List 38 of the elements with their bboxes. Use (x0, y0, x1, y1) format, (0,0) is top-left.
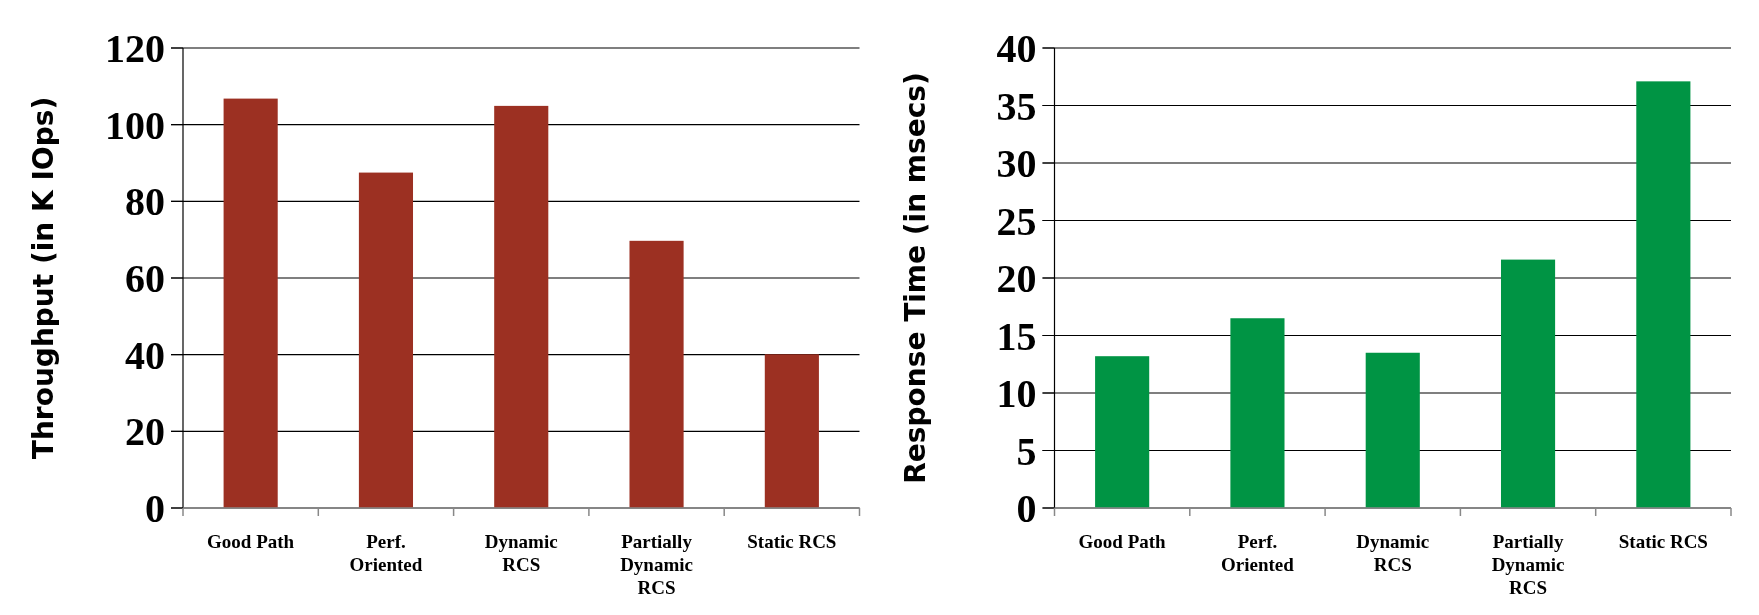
x-tick-label: Good Path (1078, 531, 1167, 552)
y-tick-label: 20 (125, 409, 165, 455)
y-tick-label: 0 (145, 486, 165, 531)
bar (223, 98, 278, 508)
bar (1636, 81, 1691, 508)
y-tick-label: 120 (105, 26, 165, 71)
y-tick-label: 5 (1016, 428, 1037, 474)
bar (1365, 352, 1420, 508)
x-tick-label: Dynamic RCS (1356, 531, 1430, 575)
y-tick-label: 40 (125, 332, 165, 378)
x-tick-label: Dynamic RCS (484, 531, 558, 575)
y-tick-label: 35 (996, 83, 1037, 129)
bar (764, 354, 819, 508)
y-tick-label: 60 (125, 256, 165, 301)
x-tick-label: Partially Dynamic RCS (620, 531, 693, 598)
x-tick-label: Static RCS (747, 531, 837, 552)
y-tick-label: 0 (1016, 486, 1037, 531)
x-tick-label: Good Path (207, 531, 295, 552)
bar (629, 240, 684, 508)
y-tick-label: 20 (996, 256, 1037, 301)
y-tick-label: 10 (996, 371, 1037, 416)
bar (1095, 356, 1150, 508)
bar (1500, 259, 1556, 508)
y-tick-label: 25 (996, 198, 1037, 244)
y-axis-title: Response Time (in msecs) (898, 72, 932, 484)
y-tick-label: 40 (996, 26, 1037, 71)
y-tick-label: 80 (125, 179, 165, 225)
y-tick-label: 15 (996, 313, 1037, 359)
x-tick-label: Partially Dynamic RCS (1491, 531, 1565, 598)
x-tick-label: Static RCS (1618, 531, 1708, 552)
x-tick-label: Perf. Oriented (349, 531, 423, 575)
bar (1230, 318, 1285, 508)
x-tick-label: Perf. Oriented (1221, 531, 1295, 575)
bar (358, 172, 414, 508)
y-tick-label: 100 (105, 102, 165, 148)
bar (494, 105, 549, 508)
y-tick-label: 30 (996, 141, 1037, 186)
y-axis-title: Throughput (in K IOps) (27, 96, 60, 460)
